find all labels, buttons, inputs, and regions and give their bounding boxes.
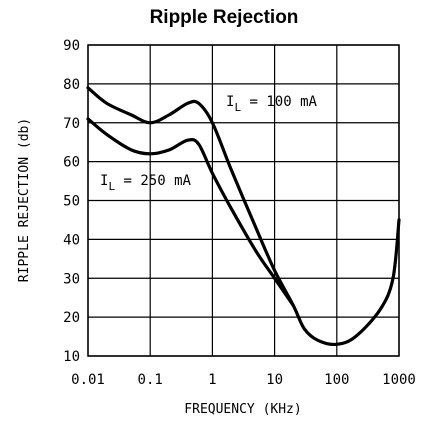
series-label-250ma-sub: L xyxy=(108,180,115,193)
y-tick-label: 20 xyxy=(63,310,80,326)
series-label-250ma-rest: = 250 mA xyxy=(115,173,191,189)
y-tick-label: 40 xyxy=(63,232,80,248)
y-tick-label: 90 xyxy=(63,38,80,54)
series-label-100ma: IL = 100 mA xyxy=(226,94,317,114)
x-tick-label: 0.01 xyxy=(71,372,105,388)
series xyxy=(86,86,401,347)
x-tick-label: 100 xyxy=(324,372,349,388)
x-tick-label: 0.1 xyxy=(138,372,163,388)
y-tick-label: 50 xyxy=(63,194,80,210)
chart-title: Ripple Rejection xyxy=(150,7,299,28)
x-tick-label: 1 xyxy=(208,372,216,388)
x-axis-ticks: 0.01 0.1 1 10 100 1000 xyxy=(71,372,416,388)
plot-frame xyxy=(87,44,400,357)
series-line-100ma xyxy=(86,86,401,347)
y-tick-label: 10 xyxy=(63,349,80,365)
x-tick-label: 10 xyxy=(266,372,283,388)
series-label-250ma-main: I xyxy=(100,173,108,189)
series-label-100ma-main: I xyxy=(226,94,234,110)
y-tick-label: 30 xyxy=(63,271,80,287)
series-line-250ma xyxy=(86,117,295,308)
series-label-100ma-sub: L xyxy=(234,101,241,114)
y-tick-label: 60 xyxy=(63,155,80,171)
y-tick-label: 80 xyxy=(63,77,80,93)
y-tick-label: 70 xyxy=(63,116,80,132)
x-tick-label: 1000 xyxy=(382,372,416,388)
series-label-100ma-rest: = 100 mA xyxy=(241,94,317,110)
y-axis-ticks: 10 20 30 40 50 60 70 80 90 xyxy=(63,38,80,365)
x-axis-label: FREQUENCY (KHz) xyxy=(184,402,301,417)
series-label-250ma: IL = 250 mA xyxy=(100,173,191,193)
y-axis-label: RIPPLE REJECTION (db) xyxy=(17,118,32,282)
